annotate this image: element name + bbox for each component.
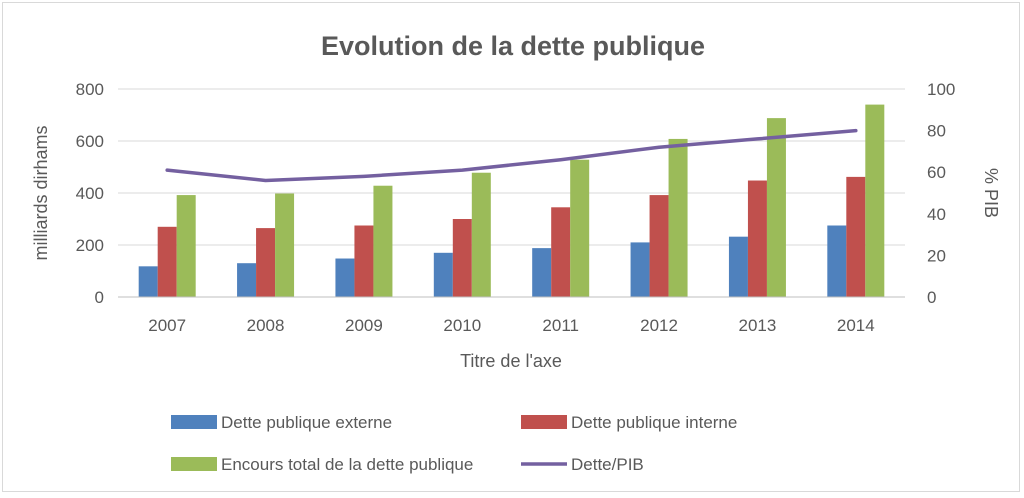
y2-tick-label: 0 [927,288,936,307]
y-axis-label: milliards dirhams [31,125,51,260]
axes: 0 200 400 600 800 0 20 40 60 80 100 2007 2008 2009 201… [76,80,956,335]
series-line [165,128,858,183]
y-tick-label: 600 [76,132,104,151]
chart-svg: Evolution de la dette publique milliards… [31,31,1001,474]
y-tick-label: 0 [95,288,104,307]
bar [551,207,571,297]
y2-tick-label: 100 [927,80,955,99]
bar [354,225,374,297]
bar [532,248,552,297]
x-tick-label: 2008 [247,316,285,335]
bar [827,225,847,297]
bar [138,266,158,297]
bar [570,159,590,297]
bar [176,195,196,297]
x-tick-label: 2014 [837,316,875,335]
bar [649,195,669,297]
legend-label: Dette publique externe [221,413,392,432]
y2-tick-label: 80 [927,122,946,141]
x-axis-label: Titre de l'axe [460,351,562,371]
x-tick-label: 2011 [542,316,579,335]
bar [766,118,786,298]
legend-label: Encours total de la dette publique [221,455,473,474]
bar [630,242,650,297]
bar [452,219,472,297]
gridlines [118,88,905,298]
bar [335,258,355,297]
legend-swatch [521,415,567,429]
bar [846,176,866,297]
y2-tick-label: 40 [927,205,946,224]
bar [256,228,276,297]
legend-swatch [171,415,217,429]
chart-frame: Evolution de la dette publique milliards… [2,2,1020,492]
bar [275,193,295,297]
bar [747,180,767,297]
legend-swatch [171,457,217,471]
bar [728,236,748,297]
x-tick-label: 2010 [443,316,481,335]
chart-title: Evolution de la dette publique [321,31,705,61]
bar [157,226,177,297]
y2-axis-label: % PIB [981,168,1001,218]
legend-label: Dette publique interne [571,413,737,432]
y-tick-label: 800 [76,80,104,99]
y2-tick-label: 60 [927,163,946,182]
bar [433,252,453,297]
bar [373,185,393,297]
bar [668,138,688,297]
bar [471,172,491,297]
legend-label: Dette/PIB [571,455,644,474]
y2-tick-label: 20 [927,246,946,265]
bar [865,104,885,297]
x-tick-label: 2007 [148,316,186,335]
bar [237,263,257,297]
x-tick-label: 2013 [739,316,777,335]
x-tick-label: 2009 [345,316,383,335]
bar-series [138,104,885,298]
x-tick-label: 2012 [640,316,678,335]
line-series [165,128,858,183]
y-tick-label: 400 [76,184,104,203]
legend: Dette publique externe Dette publique int… [171,413,737,474]
y-tick-label: 200 [76,236,104,255]
